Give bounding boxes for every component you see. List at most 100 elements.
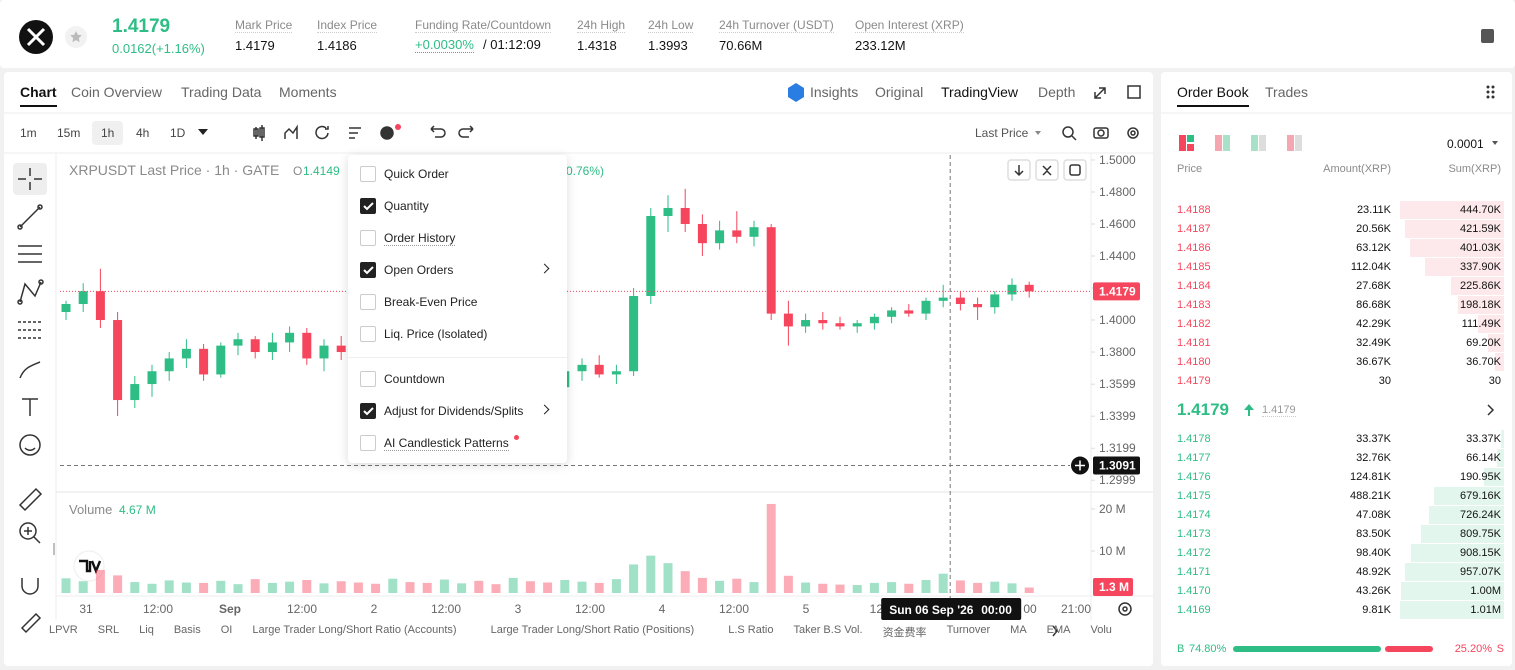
- price-source-caret[interactable]: [1035, 131, 1041, 138]
- x-tick-label: 12:00: [431, 602, 461, 616]
- volume-bar: [852, 585, 862, 593]
- menu-item[interactable]: Quantity: [384, 199, 429, 213]
- tab[interactable]: Chart: [20, 84, 57, 107]
- candle-body: [1007, 284, 1017, 295]
- indicator[interactable]: LPVR: [49, 624, 78, 636]
- indicator[interactable]: Basis: [173, 624, 201, 636]
- menu-checkbox[interactable]: [360, 371, 376, 387]
- menu-item[interactable]: Adjust for Dividends/Splits: [384, 404, 524, 418]
- indicator[interactable]: Large Trader Long/Short Ratio (Accounts): [252, 624, 457, 636]
- view-tab[interactable]: Original: [875, 84, 924, 100]
- favorite-star[interactable]: [64, 25, 88, 49]
- sum: 1.00M: [1470, 585, 1501, 597]
- interval[interactable]: 4h: [136, 126, 150, 140]
- volume-bar: [250, 579, 260, 593]
- indicator[interactable]: 资金费率: [882, 627, 927, 639]
- menu-checkbox[interactable]: [360, 262, 376, 278]
- menu-checkbox[interactable]: [360, 198, 376, 214]
- menu-item[interactable]: Order History: [384, 231, 456, 246]
- crosshair-date: Sun 06 Sep '26: [889, 603, 974, 617]
- volume-bar: [233, 584, 243, 593]
- crosshair-price-label: 1.3091: [1099, 459, 1136, 473]
- candle-body: [680, 207, 690, 224]
- indicator[interactable]: Taker B.S Vol.: [793, 624, 863, 636]
- indicator[interactable]: SRL: [97, 624, 120, 636]
- depth-bar: [1405, 563, 1504, 581]
- view-tab[interactable]: Insights: [810, 84, 859, 100]
- volume-bar: [353, 582, 363, 593]
- candle-body: [749, 227, 759, 237]
- ob-tab[interactable]: Order Book: [1177, 84, 1249, 107]
- precision[interactable]: 0.0001: [1447, 137, 1484, 151]
- interval[interactable]: 15m: [57, 126, 81, 140]
- menu-item[interactable]: Countdown: [384, 372, 445, 386]
- menu-checkbox[interactable]: [360, 403, 376, 419]
- volume-bar: [783, 575, 793, 593]
- candle-body: [181, 348, 191, 359]
- view-tab[interactable]: TradingView: [941, 84, 1019, 100]
- volume-bar: [267, 582, 277, 593]
- menu-item[interactable]: Liq. Price (Isolated): [384, 327, 488, 341]
- tab[interactable]: Coin Overview: [71, 84, 163, 100]
- amount: 9.81K: [1362, 604, 1391, 616]
- volume-bar: [1024, 587, 1034, 593]
- x-tick-label: 31: [79, 602, 93, 616]
- volume-bar: [921, 579, 931, 593]
- menu-checkbox[interactable]: [360, 230, 376, 246]
- candle-body: [697, 223, 707, 244]
- volume-bar: [835, 584, 845, 593]
- precision-caret[interactable]: [1492, 141, 1498, 148]
- tab[interactable]: Moments: [279, 84, 337, 100]
- indicator[interactable]: L.S Ratio: [728, 624, 774, 636]
- volume-bar: [715, 580, 725, 593]
- sell-ratio: 25.20%: [1454, 643, 1492, 655]
- candle-body: [164, 358, 174, 372]
- submenu-arrow: [539, 263, 550, 274]
- candle-body: [233, 339, 243, 346]
- candle-body: [577, 364, 587, 372]
- sum: 36.70K: [1466, 356, 1501, 368]
- menu-checkbox[interactable]: [360, 166, 376, 182]
- toolbar-icons[interactable]: [53, 85, 1495, 637]
- candle-body: [887, 310, 897, 317]
- candle-body: [594, 364, 604, 375]
- notes-icon[interactable]: [1478, 27, 1498, 45]
- candle-body: [715, 230, 725, 244]
- drawing-tools[interactable]: [13, 163, 47, 634]
- interval[interactable]: 1D: [170, 126, 186, 140]
- volume-bar: [199, 582, 209, 593]
- candle-body: [955, 297, 965, 305]
- volume-bar: [732, 578, 742, 593]
- indicator[interactable]: OI: [220, 624, 233, 636]
- menu-item[interactable]: AI Candlestick Patterns: [384, 436, 509, 451]
- book-layout-icons[interactable]: [1179, 135, 1302, 151]
- view-tab[interactable]: Depth: [1038, 84, 1076, 100]
- interval-caret[interactable]: [198, 129, 208, 140]
- indicator[interactable]: Volu: [1090, 624, 1112, 636]
- interval[interactable]: 1m: [20, 126, 37, 140]
- menu-item[interactable]: Break-Even Price: [384, 295, 478, 309]
- indicator[interactable]: EMA: [1046, 624, 1071, 636]
- price-source[interactable]: Last Price: [975, 126, 1029, 140]
- indicator[interactable]: Turnover: [946, 624, 991, 636]
- ob-column: Sum(XRP): [1448, 163, 1501, 175]
- volume-tag: [1093, 578, 1133, 596]
- ob-tab[interactable]: Trades: [1265, 84, 1309, 100]
- volume-bar: [594, 582, 604, 593]
- tab[interactable]: Trading Data: [181, 84, 262, 100]
- menu-checkbox[interactable]: [360, 294, 376, 310]
- indicator[interactable]: Large Trader Long/Short Ratio (Positions…: [490, 624, 695, 636]
- menu-checkbox[interactable]: [360, 435, 376, 451]
- indicator[interactable]: Liq: [139, 624, 154, 636]
- last-price-label: 1.4179: [1099, 284, 1136, 298]
- volume-bar: [577, 581, 587, 593]
- ohlc-prefix: O: [293, 164, 302, 178]
- interval[interactable]: 1h: [92, 121, 124, 145]
- volume-bar: [543, 582, 553, 593]
- menu-item[interactable]: Open Orders: [384, 263, 454, 277]
- ob-column: Price: [1177, 163, 1203, 175]
- menu-checkbox[interactable]: [360, 326, 376, 342]
- menu-item[interactable]: Quick Order: [384, 167, 449, 181]
- indicator[interactable]: MA: [1010, 624, 1027, 636]
- stat-value: / 01:12:09: [483, 37, 541, 52]
